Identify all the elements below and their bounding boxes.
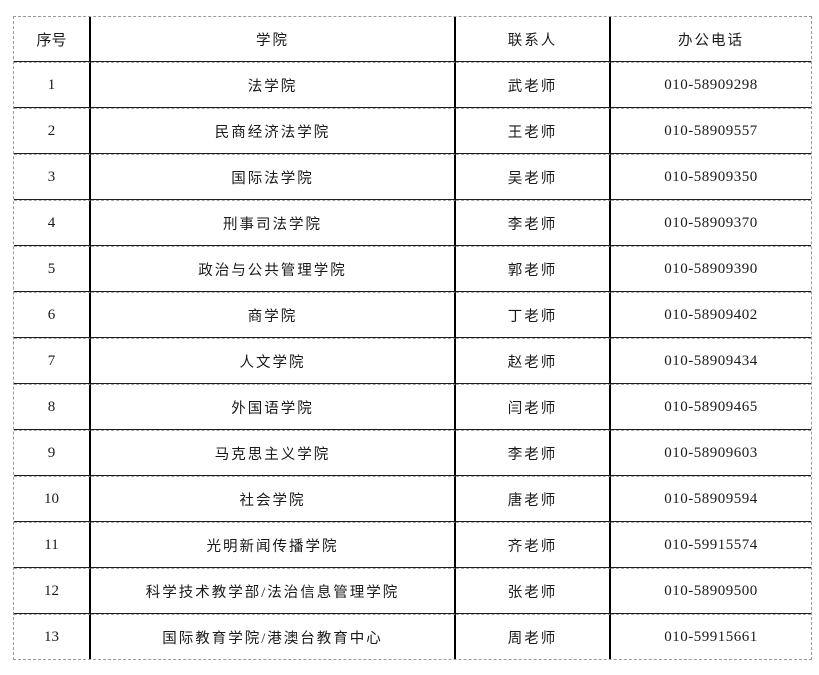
table-row: 12 科学技术教学部/法治信息管理学院 张老师 010-58909500 <box>14 568 811 614</box>
cell-phone: 010-58909298 <box>611 62 811 108</box>
cell-college: 人文学院 <box>91 338 456 384</box>
cell-contact: 张老师 <box>456 568 611 614</box>
header-seq: 序号 <box>14 17 91 62</box>
cell-college: 社会学院 <box>91 476 456 522</box>
cell-college: 商学院 <box>91 292 456 338</box>
cell-contact: 丁老师 <box>456 292 611 338</box>
cell-contact: 武老师 <box>456 62 611 108</box>
cell-seq: 10 <box>14 476 91 522</box>
cell-college: 法学院 <box>91 62 456 108</box>
cell-phone: 010-58909603 <box>611 430 811 476</box>
table-row: 4 刑事司法学院 李老师 010-58909370 <box>14 200 811 246</box>
table-row: 2 民商经济法学院 王老师 010-58909557 <box>14 108 811 154</box>
cell-phone: 010-58909434 <box>611 338 811 384</box>
cell-phone: 010-58909402 <box>611 292 811 338</box>
cell-contact: 齐老师 <box>456 522 611 568</box>
cell-phone: 010-58909370 <box>611 200 811 246</box>
cell-seq: 1 <box>14 62 91 108</box>
header-contact: 联系人 <box>456 17 611 62</box>
table-row: 11 光明新闻传播学院 齐老师 010-59915574 <box>14 522 811 568</box>
cell-phone: 010-59915574 <box>611 522 811 568</box>
cell-phone: 010-58909350 <box>611 154 811 200</box>
cell-seq: 5 <box>14 246 91 292</box>
cell-contact: 王老师 <box>456 108 611 154</box>
table-row: 6 商学院 丁老师 010-58909402 <box>14 292 811 338</box>
cell-contact: 赵老师 <box>456 338 611 384</box>
cell-phone: 010-58909390 <box>611 246 811 292</box>
cell-college: 国际教育学院/港澳台教育中心 <box>91 614 456 659</box>
table-row: 13 国际教育学院/港澳台教育中心 周老师 010-59915661 <box>14 614 811 659</box>
cell-college: 政治与公共管理学院 <box>91 246 456 292</box>
cell-phone: 010-58909500 <box>611 568 811 614</box>
header-phone: 办公电话 <box>611 17 811 62</box>
cell-phone: 010-58909594 <box>611 476 811 522</box>
cell-seq: 8 <box>14 384 91 430</box>
table-row: 5 政治与公共管理学院 郭老师 010-58909390 <box>14 246 811 292</box>
header-row: 序号 学院 联系人 办公电话 <box>14 17 811 62</box>
table-row: 9 马克思主义学院 李老师 010-58909603 <box>14 430 811 476</box>
table-row: 10 社会学院 唐老师 010-58909594 <box>14 476 811 522</box>
cell-phone: 010-58909557 <box>611 108 811 154</box>
cell-phone: 010-58909465 <box>611 384 811 430</box>
cell-contact: 李老师 <box>456 200 611 246</box>
cell-college: 科学技术教学部/法治信息管理学院 <box>91 568 456 614</box>
cell-contact: 郭老师 <box>456 246 611 292</box>
table-row: 3 国际法学院 吴老师 010-58909350 <box>14 154 811 200</box>
cell-seq: 4 <box>14 200 91 246</box>
cell-college: 马克思主义学院 <box>91 430 456 476</box>
cell-college: 刑事司法学院 <box>91 200 456 246</box>
cell-contact: 李老师 <box>456 430 611 476</box>
cell-seq: 11 <box>14 522 91 568</box>
table-row: 7 人文学院 赵老师 010-58909434 <box>14 338 811 384</box>
cell-college: 国际法学院 <box>91 154 456 200</box>
contact-table: 序号 学院 联系人 办公电话 1 法学院 武老师 010-58909298 2 … <box>13 16 812 660</box>
cell-seq: 6 <box>14 292 91 338</box>
cell-contact: 周老师 <box>456 614 611 659</box>
cell-seq: 12 <box>14 568 91 614</box>
cell-contact: 唐老师 <box>456 476 611 522</box>
header-college: 学院 <box>91 17 456 62</box>
cell-phone: 010-59915661 <box>611 614 811 659</box>
table-row: 8 外国语学院 闫老师 010-58909465 <box>14 384 811 430</box>
cell-college: 民商经济法学院 <box>91 108 456 154</box>
cell-seq: 3 <box>14 154 91 200</box>
cell-seq: 2 <box>14 108 91 154</box>
table-row: 1 法学院 武老师 010-58909298 <box>14 62 811 108</box>
cell-college: 外国语学院 <box>91 384 456 430</box>
cell-college: 光明新闻传播学院 <box>91 522 456 568</box>
cell-contact: 闫老师 <box>456 384 611 430</box>
cell-contact: 吴老师 <box>456 154 611 200</box>
cell-seq: 13 <box>14 614 91 659</box>
cell-seq: 9 <box>14 430 91 476</box>
cell-seq: 7 <box>14 338 91 384</box>
